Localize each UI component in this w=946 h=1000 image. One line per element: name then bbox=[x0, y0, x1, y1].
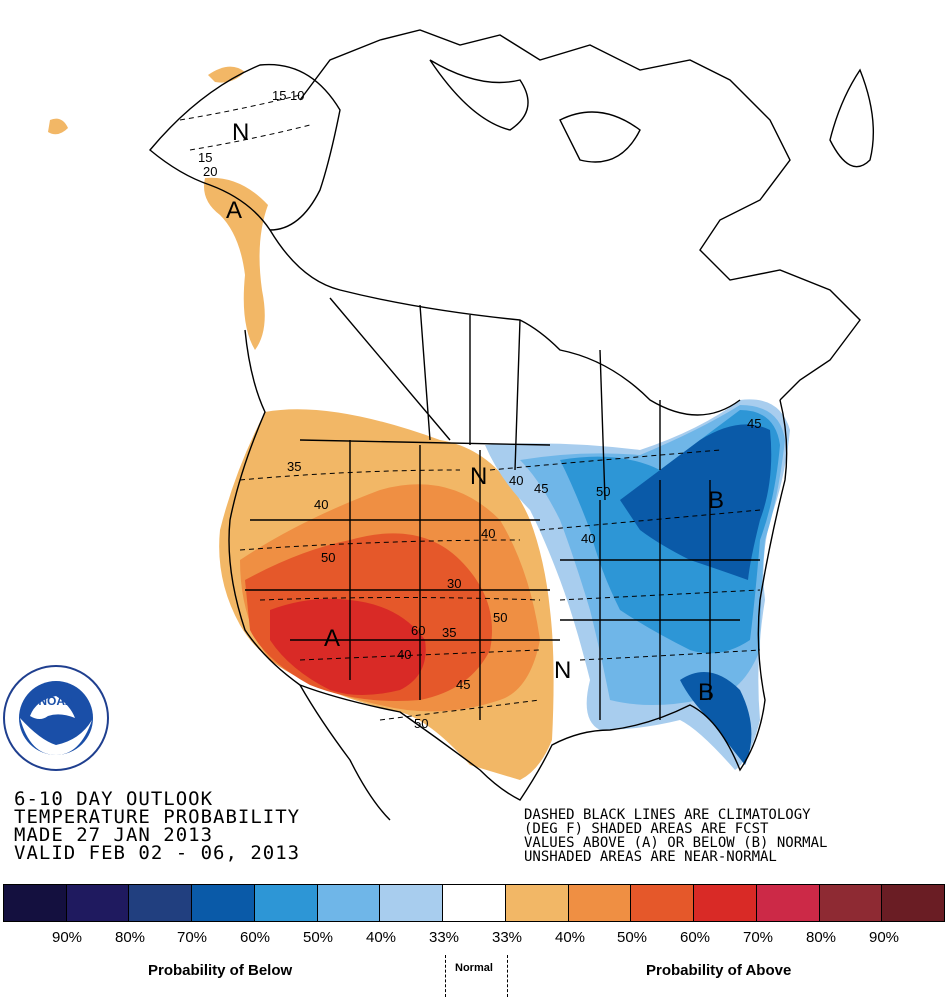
normal-divider-left bbox=[445, 955, 446, 997]
contour-label: 35 bbox=[442, 625, 456, 640]
above-normal-shading bbox=[48, 66, 554, 780]
below-normal-shading bbox=[485, 399, 790, 770]
outlook-title-block: 6-10 DAY OUTLOOK TEMPERATURE PROBABILITY… bbox=[14, 788, 300, 864]
contour-label: 15 bbox=[198, 150, 212, 165]
normal-caption: Normal bbox=[455, 962, 493, 974]
scale-swatch bbox=[882, 885, 945, 921]
made-date: MADE 27 JAN 2013 bbox=[14, 824, 213, 846]
valid-dates: VALID FEB 02 - 06, 2013 bbox=[14, 842, 300, 864]
notes-block: DASHED BLACK LINES ARE CLIMATOLOGY (DEG … bbox=[524, 807, 827, 865]
scale-swatch bbox=[819, 885, 883, 921]
percent-label: 80% bbox=[114, 929, 146, 946]
letter-normal: N bbox=[232, 119, 249, 146]
scale-swatch bbox=[631, 885, 695, 921]
percent-label: 60% bbox=[239, 929, 271, 946]
percent-label: 33% bbox=[491, 929, 523, 946]
contour-label: 40 bbox=[509, 473, 523, 488]
note-line: DASHED BLACK LINES ARE CLIMATOLOGY bbox=[524, 807, 811, 823]
contour-label: 10 bbox=[290, 88, 304, 103]
percent-label: 90% bbox=[51, 929, 83, 946]
contour-label: 40 bbox=[581, 531, 595, 546]
letter-normal: N bbox=[470, 463, 487, 490]
note-line: UNSHADED AREAS ARE NEAR-NORMAL bbox=[524, 849, 777, 865]
contour-label: 50 bbox=[321, 550, 335, 565]
contour-label: 50 bbox=[414, 716, 428, 731]
contour-labels: 15 10 15 20 35 40 40 40 50 30 50 60 35 4… bbox=[198, 88, 761, 731]
letter-below: B bbox=[708, 487, 724, 514]
noaa-logo-text: NOAA bbox=[38, 694, 74, 708]
contour-label: 50 bbox=[596, 484, 610, 499]
scale-swatch bbox=[66, 885, 130, 921]
letter-above: A bbox=[226, 197, 242, 224]
contour-label: 20 bbox=[203, 164, 217, 179]
percent-label: 70% bbox=[742, 929, 774, 946]
scale-swatch bbox=[505, 885, 569, 921]
boundaries bbox=[149, 29, 874, 821]
scale-swatch bbox=[254, 885, 318, 921]
scale-swatch bbox=[443, 885, 506, 921]
percent-label: 50% bbox=[616, 929, 648, 946]
letter-above: A bbox=[324, 625, 340, 652]
percent-label: 90% bbox=[868, 929, 900, 946]
note-line: VALUES ABOVE (A) OR BELOW (B) NORMAL bbox=[524, 835, 827, 851]
percent-label: 40% bbox=[365, 929, 397, 946]
contour-label: 40 bbox=[481, 526, 495, 541]
contour-label: 45 bbox=[534, 481, 548, 496]
contour-label: 45 bbox=[747, 416, 761, 431]
scale-swatch bbox=[317, 885, 381, 921]
percent-label: 80% bbox=[805, 929, 837, 946]
letter-normal: N bbox=[554, 657, 571, 684]
contour-label: 30 bbox=[447, 576, 461, 591]
outlook-subtitle: TEMPERATURE PROBABILITY bbox=[14, 806, 300, 828]
scale-swatch bbox=[129, 885, 193, 921]
above-caption: Probability of Above bbox=[646, 962, 792, 979]
note-line: (DEG F) SHADED AREAS ARE FCST bbox=[524, 821, 769, 837]
probability-color-scale bbox=[3, 884, 945, 922]
scale-swatch bbox=[380, 885, 444, 921]
contour-label: 60 bbox=[411, 623, 425, 638]
normal-divider-right bbox=[507, 955, 508, 997]
scale-swatch bbox=[4, 885, 67, 921]
climatology-lines bbox=[179, 94, 761, 721]
contour-label: 50 bbox=[493, 610, 507, 625]
below-caption: Probability of Below bbox=[148, 962, 293, 979]
probability-map: 15 10 15 20 35 40 40 40 50 30 50 60 35 4… bbox=[3, 29, 874, 865]
forecast-letters: N A N A B N B bbox=[226, 119, 724, 706]
contour-label: 35 bbox=[287, 459, 301, 474]
contour-label: 40 bbox=[314, 497, 328, 512]
percent-label: 40% bbox=[554, 929, 586, 946]
scale-swatch bbox=[568, 885, 632, 921]
contour-label: 40 bbox=[397, 647, 411, 662]
noaa-logo: NOAA bbox=[3, 665, 109, 771]
scale-swatch bbox=[756, 885, 820, 921]
scale-swatch bbox=[694, 885, 757, 921]
outlook-title: 6-10 DAY OUTLOOK bbox=[14, 788, 213, 810]
contour-label: 45 bbox=[456, 677, 470, 692]
percent-label: 50% bbox=[302, 929, 334, 946]
percent-label: 33% bbox=[428, 929, 460, 946]
scale-swatch bbox=[192, 885, 255, 921]
percent-label: 70% bbox=[176, 929, 208, 946]
percent-label: 60% bbox=[679, 929, 711, 946]
letter-below: B bbox=[698, 679, 714, 706]
contour-label: 15 bbox=[272, 88, 286, 103]
